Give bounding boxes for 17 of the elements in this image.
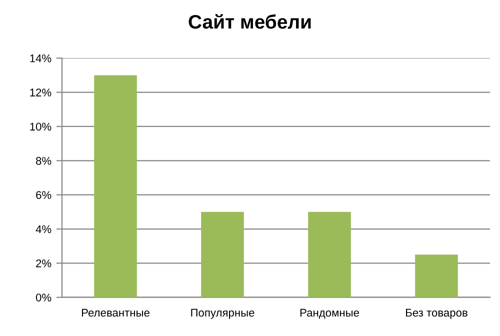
y-tick-label: 6% bbox=[36, 191, 52, 199]
chart-title: Сайт мебели bbox=[188, 14, 311, 29]
y-tick-label: 4% bbox=[36, 225, 52, 234]
bar bbox=[308, 212, 351, 298]
x-tick-label: Рандомные bbox=[300, 308, 359, 319]
y-tick-label: 8% bbox=[36, 156, 52, 165]
y-tick-label: 14% bbox=[30, 54, 52, 62]
y-tick-label: 0% bbox=[36, 294, 52, 302]
x-tick-label: Популярные bbox=[191, 308, 254, 319]
y-tick-label: 2% bbox=[36, 259, 52, 268]
x-tick-label: Без товаров bbox=[406, 308, 468, 319]
y-tick-label: 12% bbox=[30, 88, 52, 96]
y-tick-label: 10% bbox=[30, 122, 52, 131]
bar bbox=[415, 254, 458, 298]
bar bbox=[201, 212, 244, 298]
bar bbox=[94, 75, 137, 298]
x-tick-label: Релевантные bbox=[82, 308, 150, 317]
